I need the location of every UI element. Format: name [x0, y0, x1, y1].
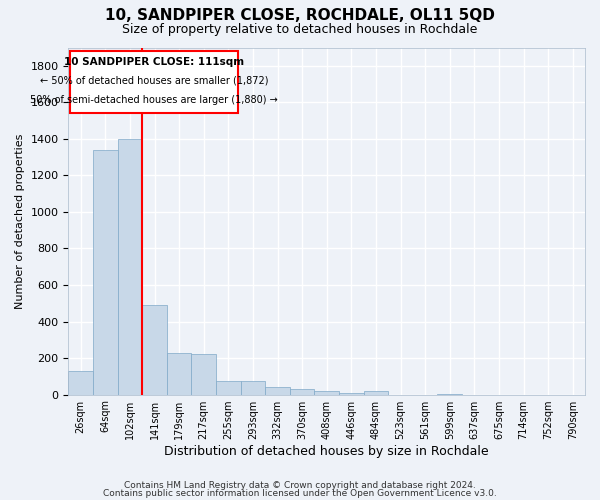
Text: Contains public sector information licensed under the Open Government Licence v3: Contains public sector information licen…	[103, 488, 497, 498]
X-axis label: Distribution of detached houses by size in Rochdale: Distribution of detached houses by size …	[164, 444, 489, 458]
Y-axis label: Number of detached properties: Number of detached properties	[15, 134, 25, 308]
Text: 10 SANDPIPER CLOSE: 111sqm: 10 SANDPIPER CLOSE: 111sqm	[64, 58, 244, 68]
Bar	[241, 381, 265, 394]
Bar	[70, 51, 238, 114]
Bar	[118, 139, 142, 394]
Bar	[314, 391, 339, 394]
Bar	[142, 305, 167, 394]
Bar	[191, 354, 216, 395]
Text: ← 50% of detached houses are smaller (1,872): ← 50% of detached houses are smaller (1,…	[40, 76, 268, 86]
Text: Contains HM Land Registry data © Crown copyright and database right 2024.: Contains HM Land Registry data © Crown c…	[124, 481, 476, 490]
Text: 50% of semi-detached houses are larger (1,880) →: 50% of semi-detached houses are larger (…	[30, 94, 278, 104]
Bar	[93, 150, 118, 394]
Bar	[167, 354, 191, 395]
Text: Size of property relative to detached houses in Rochdale: Size of property relative to detached ho…	[122, 22, 478, 36]
Bar	[216, 381, 241, 394]
Bar	[290, 389, 314, 394]
Bar	[68, 371, 93, 394]
Bar	[364, 391, 388, 394]
Bar	[339, 393, 364, 394]
Text: 10, SANDPIPER CLOSE, ROCHDALE, OL11 5QD: 10, SANDPIPER CLOSE, ROCHDALE, OL11 5QD	[105, 8, 495, 22]
Bar	[265, 388, 290, 394]
